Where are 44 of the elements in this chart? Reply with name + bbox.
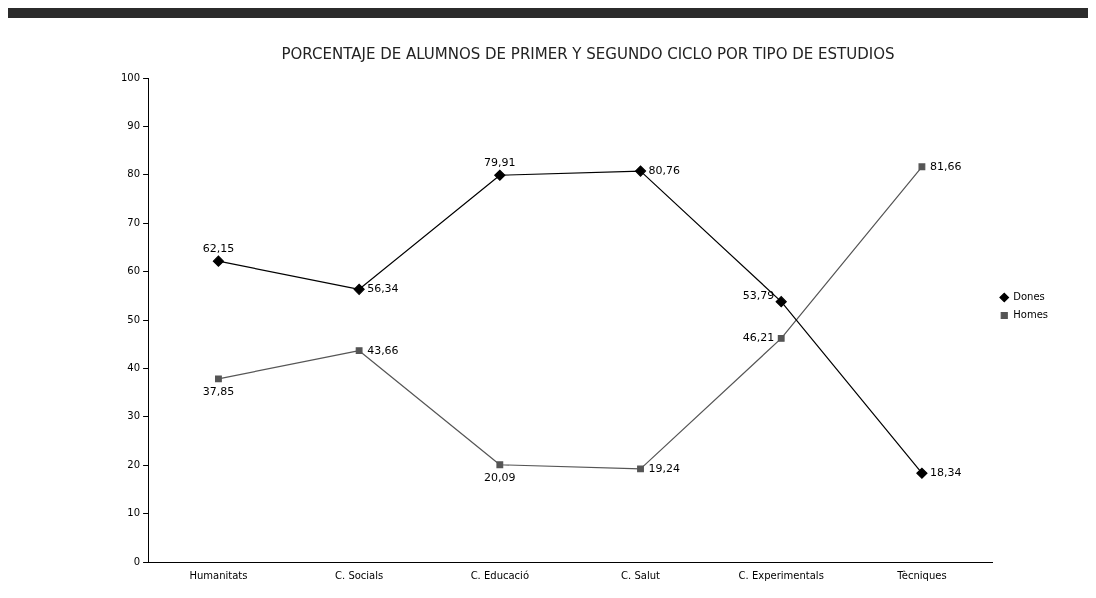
x-tick-label: C. Salut xyxy=(621,569,661,581)
point xyxy=(215,375,222,383)
y-tick-label: 70 xyxy=(127,216,141,228)
data-label: 18,34 xyxy=(929,466,962,480)
point xyxy=(918,163,926,171)
point xyxy=(355,347,363,355)
point xyxy=(212,255,225,267)
y-tick-label: 80 xyxy=(127,168,141,180)
data-label: 80,76 xyxy=(648,163,681,177)
x-tick-label: C. Educació xyxy=(470,569,530,581)
point xyxy=(353,283,365,295)
data-label: 43,66 xyxy=(367,343,399,357)
y-tick-label: 90 xyxy=(127,119,141,131)
data-label: 37,85 xyxy=(202,385,235,399)
legend-label: Homes xyxy=(1013,309,1049,321)
data-label: 20,09 xyxy=(484,471,516,485)
x-tick-label: Tècniques xyxy=(896,569,947,581)
data-label: 53,79 xyxy=(742,289,775,303)
point xyxy=(916,467,928,479)
point xyxy=(775,296,787,308)
point xyxy=(634,165,647,177)
data-label: 79,91 xyxy=(484,155,516,169)
y-tick-label: 50 xyxy=(127,313,141,325)
legend-label: Dones xyxy=(1013,291,1045,303)
data-label: 19,24 xyxy=(648,461,681,475)
point xyxy=(637,465,644,473)
data-label: 81,66 xyxy=(929,159,962,173)
point xyxy=(777,334,785,342)
y-tick-label: 20 xyxy=(127,458,141,470)
data-label: 46,21 xyxy=(742,331,775,345)
y-tick-label: 60 xyxy=(127,265,141,277)
x-tick-label: Humanitats xyxy=(189,569,248,581)
data-label: 56,34 xyxy=(367,282,399,296)
y-tick-label: 10 xyxy=(127,507,141,519)
y-tick-label: 100 xyxy=(120,71,141,83)
x-tick-label: C. Socials xyxy=(335,569,384,581)
data-label: 62,15 xyxy=(202,241,235,255)
chart-title: PORCENTAJE DE ALUMNOS DE PRIMER Y SEGUNDO CICLO POR TIPO DE ESTUDIOS xyxy=(281,44,895,63)
y-tick-label: 30 xyxy=(127,410,141,422)
x-tick-label: C. Experimentals xyxy=(738,569,824,581)
point xyxy=(494,169,506,181)
y-tick-label: 0 xyxy=(133,555,141,567)
y-tick-label: 40 xyxy=(127,361,141,373)
point xyxy=(496,461,504,469)
